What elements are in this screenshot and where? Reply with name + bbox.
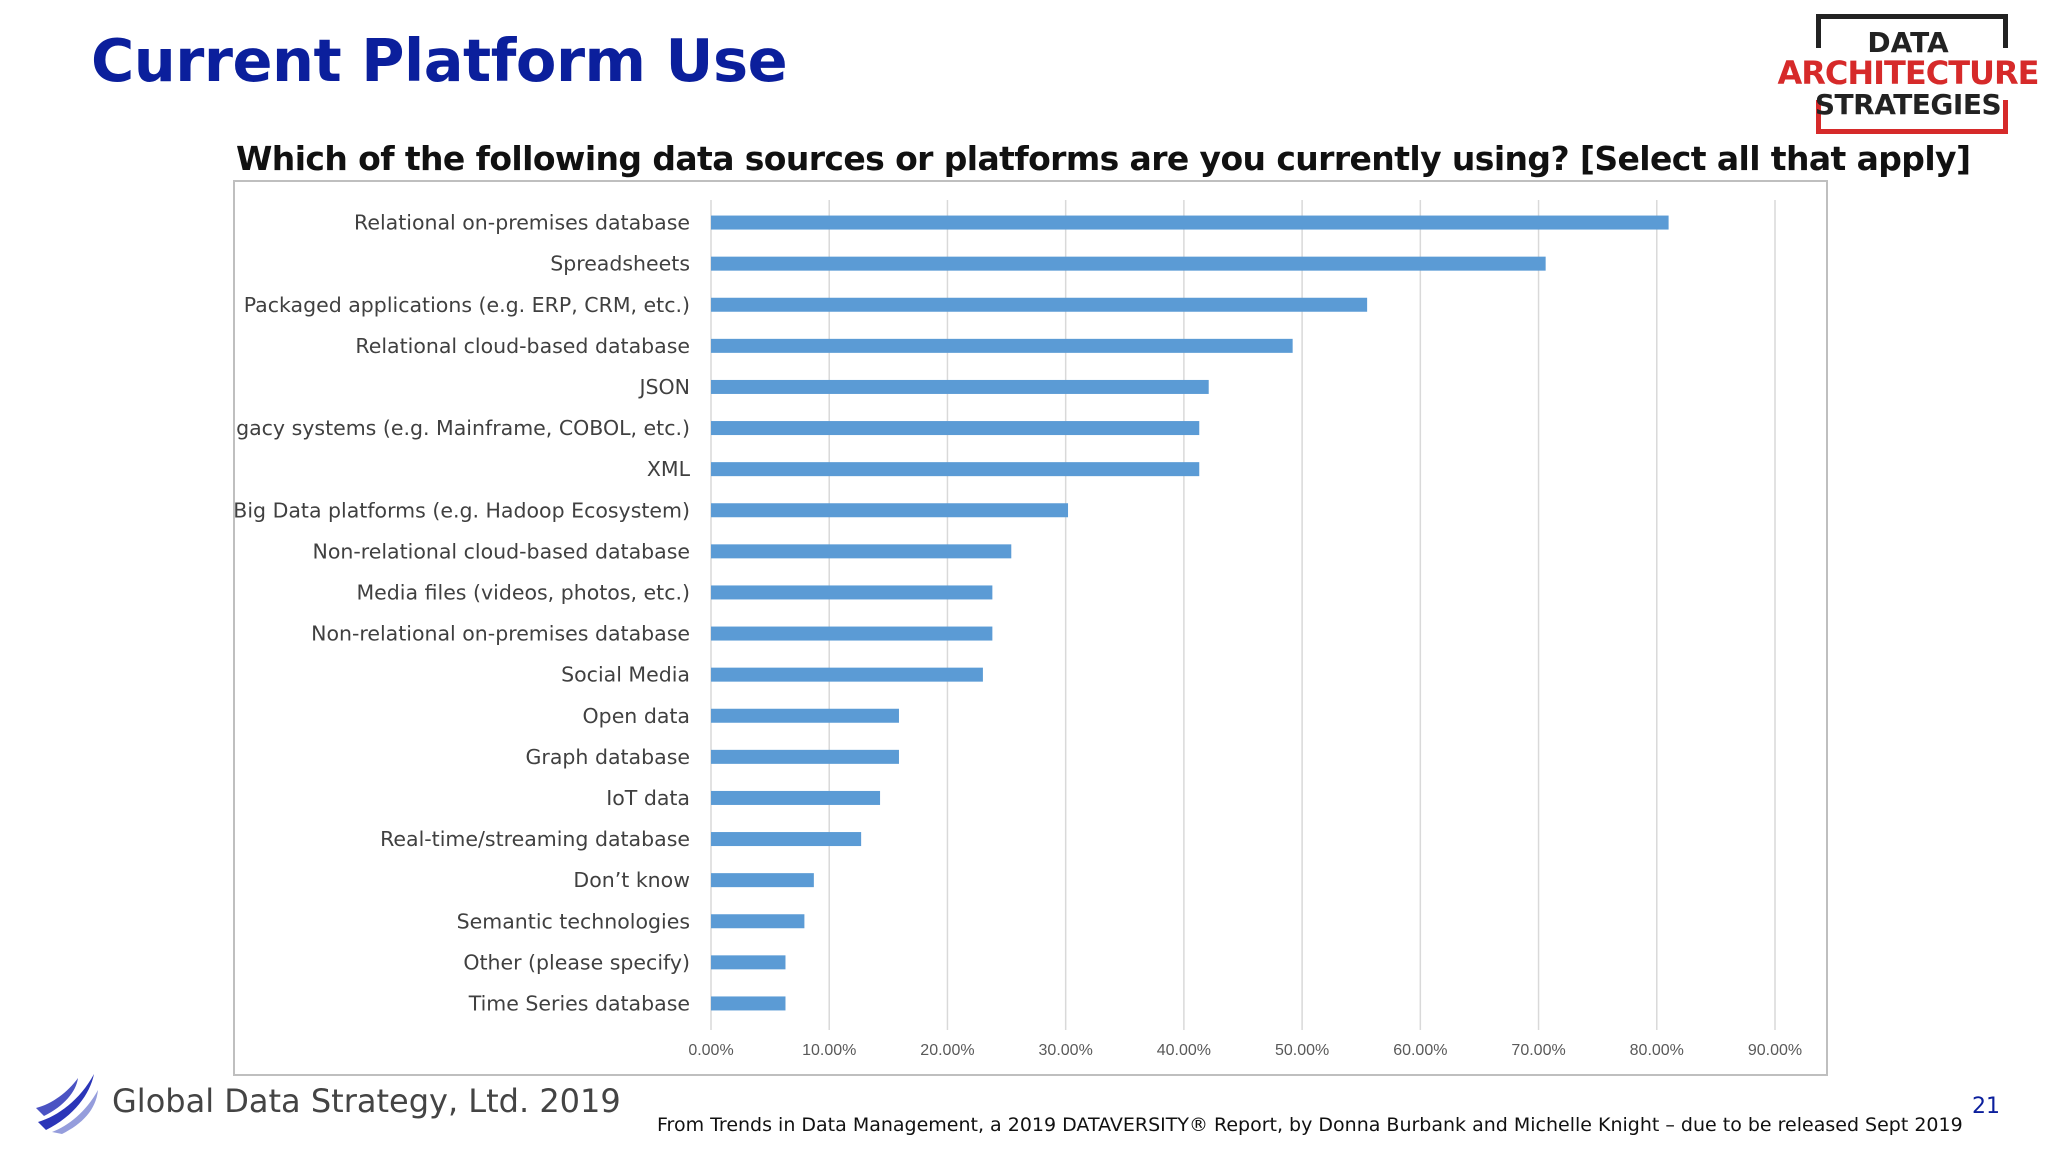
x-tick-label: 90.00% <box>1748 1042 1802 1059</box>
category-label: Relational cloud-based database <box>355 334 690 358</box>
bar <box>711 790 881 805</box>
bar <box>711 873 814 888</box>
x-tick-label: 20.00% <box>920 1042 974 1059</box>
bar <box>711 379 1209 394</box>
logo-line-3: STRATEGIES <box>1814 88 2002 121</box>
x-tick-label: 40.00% <box>1157 1042 1211 1059</box>
bar <box>711 462 1200 477</box>
bar <box>711 749 899 764</box>
category-label: Other (please specify) <box>463 950 690 974</box>
bar <box>711 215 1669 230</box>
bar <box>711 338 1293 353</box>
x-tick-label: 50.00% <box>1275 1042 1329 1059</box>
category-label: Graph database <box>526 745 690 769</box>
category-label: Media files (videos, photos, etc.) <box>357 580 691 604</box>
x-tick-label: 80.00% <box>1630 1042 1684 1059</box>
logo-bracket-top <box>1816 14 2008 48</box>
x-tick-label: 10.00% <box>802 1042 856 1059</box>
footer-company: Global Data Strategy, Ltd. 2019 <box>112 1082 621 1120</box>
data-architecture-strategies-logo: DATA ARCHITECTURE STRATEGIES <box>1772 12 2044 136</box>
category-label: XML <box>647 457 691 481</box>
x-tick-label: 60.00% <box>1393 1042 1447 1059</box>
category-label: IoT data <box>606 786 690 810</box>
x-tick-label: 0.00% <box>688 1042 733 1059</box>
bar <box>711 955 786 970</box>
bar <box>711 626 993 641</box>
logo-line-1: DATA <box>1867 26 1949 59</box>
chart-frame: 0.00% 10.00% 20.00% 30.00% 40.00% 50.00% 60.00… <box>233 180 1828 1076</box>
bar <box>711 708 899 723</box>
source-citation: From Trends in Data Management, a 2019 D… <box>657 1114 1963 1136</box>
category-label: JSON <box>637 375 690 399</box>
category-label: Social Media <box>561 663 690 687</box>
logo-line-2: ARCHITECTURE <box>1777 54 2039 92</box>
category-label: Big Data platforms (e.g. Hadoop Ecosyste… <box>235 498 690 522</box>
category-label: Legacy systems (e.g. Mainframe, COBOL, e… <box>235 416 690 440</box>
category-label: Spreadsheets <box>550 252 690 276</box>
category-label: Real-time/streaming database <box>380 827 690 851</box>
bar <box>711 503 1069 518</box>
category-label: Open data <box>583 704 690 728</box>
bar <box>711 914 805 929</box>
chart-question: Which of the following data sources or p… <box>236 139 1971 178</box>
category-label: Relational on-premises database <box>354 211 690 235</box>
bar <box>711 832 862 847</box>
bar <box>711 421 1200 436</box>
bar <box>711 667 983 682</box>
category-label: Packaged applications (e.g. ERP, CRM, et… <box>244 293 690 317</box>
global-data-strategy-logo-icon <box>36 1074 98 1134</box>
bar <box>711 544 1012 559</box>
category-label: Non-relational on-premises database <box>311 622 690 646</box>
category-label: Semantic technologies <box>457 909 690 933</box>
x-tick-label: 70.00% <box>1511 1042 1565 1059</box>
bar-chart: 0.00% 10.00% 20.00% 30.00% 40.00% 50.00% 60.00… <box>235 200 1802 1059</box>
category-label: Don’t know <box>573 868 690 892</box>
bar <box>711 585 993 600</box>
bar <box>711 297 1368 312</box>
logo-bracket-bottom <box>1816 100 2008 134</box>
bar <box>711 996 786 1011</box>
bar <box>711 256 1546 271</box>
x-tick-label: 30.00% <box>1039 1042 1093 1059</box>
category-label: Time Series database <box>468 991 690 1015</box>
page-number: 21 <box>1972 1094 2000 1119</box>
category-label: Non-relational cloud-based database <box>312 539 690 563</box>
slide-title: Current Platform Use <box>91 26 788 95</box>
